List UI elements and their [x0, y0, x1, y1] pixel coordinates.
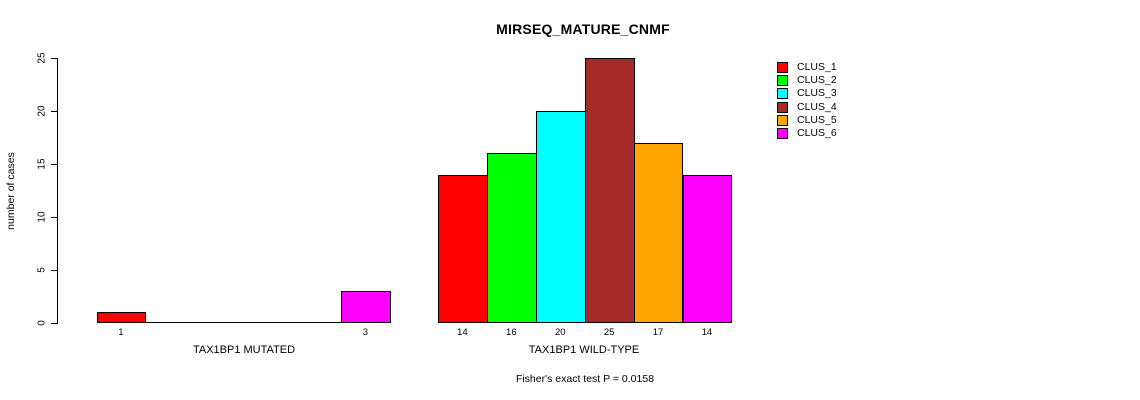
legend-label-clus_6: CLUS_6 — [797, 127, 837, 139]
legend-label-clus_5: CLUS_5 — [797, 113, 837, 126]
bar-count-label: 16 — [506, 327, 517, 338]
bar-clus_3-group2 — [535, 111, 586, 323]
legend-label-clus_4: CLUS_4 — [797, 100, 837, 113]
group-label-mutated: TAX1BP1 MUTATED — [192, 344, 296, 356]
legend-label-clus_2: CLUS_2 — [797, 74, 837, 87]
legend-swatch-clus_2 — [777, 75, 788, 87]
bar-count-label: 25 — [603, 327, 615, 338]
zero-height-bar — [145, 322, 196, 323]
bar-count-label: 14 — [457, 327, 468, 338]
chart-title: MIRSEQ_MATURE_CNMF — [496, 21, 670, 37]
y-tick — [51, 110, 57, 112]
bar-clus_2-group2 — [486, 153, 537, 323]
y-tick — [51, 57, 57, 59]
y-tick — [51, 269, 57, 271]
bar-clus_4-group2 — [584, 58, 635, 323]
legend-swatch-clus_3 — [777, 88, 788, 100]
zero-height-bar — [194, 322, 245, 323]
legend-swatch-clus_1 — [777, 62, 788, 73]
zero-height-bar — [243, 322, 294, 323]
legend-swatch-clus_5 — [777, 114, 788, 126]
y-tick — [51, 163, 57, 165]
legend-label-clus_3: CLUS_3 — [797, 87, 837, 100]
zero-height-bar — [292, 322, 342, 323]
y-tick — [51, 322, 57, 324]
legend-swatch-clus_6 — [777, 128, 788, 139]
bar-count-label: 1 — [118, 327, 124, 338]
legend-swatch-clus_4 — [777, 101, 788, 113]
legend-label-clus_1: CLUS_1 — [797, 61, 837, 73]
y-axis-line — [57, 58, 58, 324]
bar-clus_5-group2 — [633, 142, 684, 323]
group-label-wild-type: TAX1BP1 WILD-TYPE — [528, 344, 640, 356]
fisher-test-label: Fisher's exact test P = 0.0158 — [515, 373, 655, 385]
y-axis-label: number of cases — [5, 152, 17, 230]
bar-count-label: 20 — [554, 327, 566, 338]
y-tick-label: 5 — [36, 267, 48, 273]
bar-clus_1-group2 — [438, 174, 488, 323]
bar-count-label: 17 — [652, 327, 664, 338]
bar-clus_6-group2 — [682, 174, 733, 323]
y-tick-label: 15 — [36, 158, 48, 170]
bar-count-label: 3 — [362, 327, 369, 338]
y-tick-label: 0 — [36, 320, 48, 326]
y-tick-label: 20 — [36, 105, 48, 117]
y-tick-label: 25 — [36, 52, 48, 64]
y-tick — [51, 216, 57, 218]
bar-clus_1-group1 — [96, 312, 147, 323]
y-tick-label: 10 — [36, 211, 48, 223]
bar-clus_6-group1 — [341, 291, 391, 323]
bar-count-label: 14 — [701, 327, 713, 338]
